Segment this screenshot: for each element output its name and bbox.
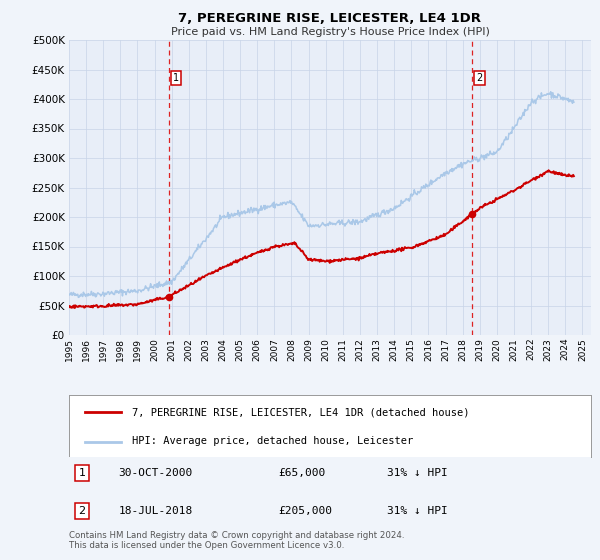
Text: 18-JUL-2018: 18-JUL-2018 <box>119 506 193 516</box>
Text: 1: 1 <box>79 468 86 478</box>
Text: 7, PEREGRINE RISE, LEICESTER, LE4 1DR: 7, PEREGRINE RISE, LEICESTER, LE4 1DR <box>179 12 482 25</box>
Text: 30-OCT-2000: 30-OCT-2000 <box>119 468 193 478</box>
Text: 2: 2 <box>79 506 86 516</box>
Text: £205,000: £205,000 <box>278 506 332 516</box>
Text: Price paid vs. HM Land Registry's House Price Index (HPI): Price paid vs. HM Land Registry's House … <box>170 27 490 37</box>
Text: 2: 2 <box>476 73 482 83</box>
Text: HPI: Average price, detached house, Leicester: HPI: Average price, detached house, Leic… <box>131 436 413 446</box>
Text: 7, PEREGRINE RISE, LEICESTER, LE4 1DR (detached house): 7, PEREGRINE RISE, LEICESTER, LE4 1DR (d… <box>131 407 469 417</box>
Text: £65,000: £65,000 <box>278 468 325 478</box>
Text: 31% ↓ HPI: 31% ↓ HPI <box>388 468 448 478</box>
Text: Contains HM Land Registry data © Crown copyright and database right 2024.
This d: Contains HM Land Registry data © Crown c… <box>69 530 404 550</box>
Text: 31% ↓ HPI: 31% ↓ HPI <box>388 506 448 516</box>
Text: 1: 1 <box>173 73 179 83</box>
